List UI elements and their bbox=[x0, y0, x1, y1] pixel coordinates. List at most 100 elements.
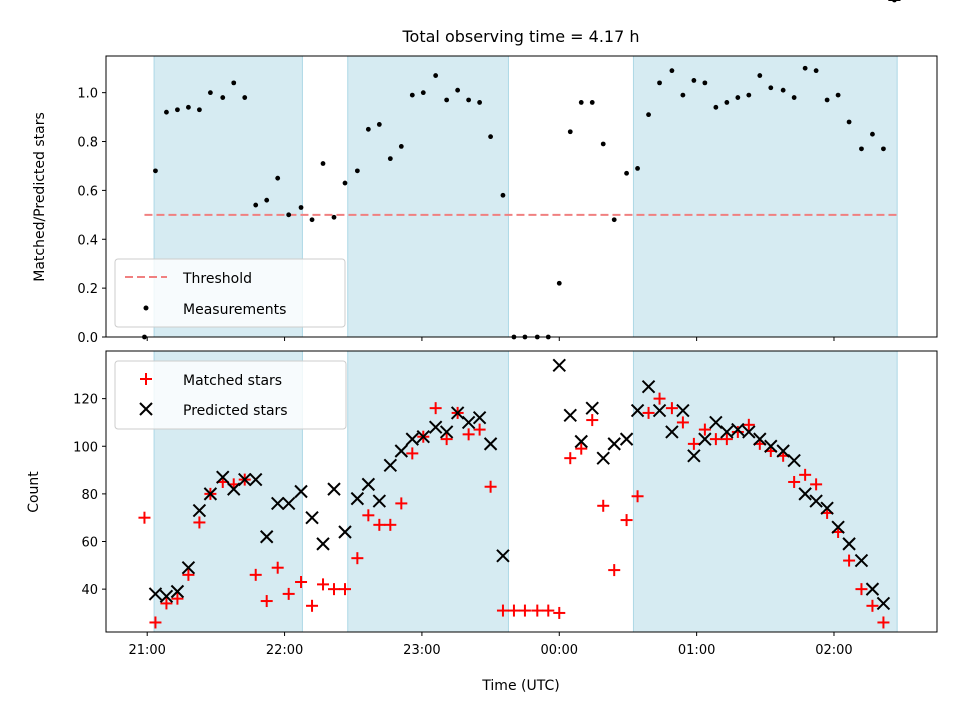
marker-stroke bbox=[820, 501, 834, 515]
predicted-star-point bbox=[383, 458, 398, 473]
matched-star-point bbox=[742, 418, 755, 431]
measurement-point bbox=[331, 214, 337, 220]
y-tick-label: 0.2 bbox=[77, 282, 98, 297]
measurement-point bbox=[220, 95, 226, 100]
matched-star-point bbox=[317, 578, 330, 591]
predicted-star-point bbox=[192, 503, 207, 518]
matched-star-point bbox=[866, 599, 879, 612]
legend-predicted-swatch bbox=[139, 402, 153, 416]
measurement-point bbox=[376, 122, 382, 127]
y-tick-label: 80 bbox=[81, 488, 98, 503]
measurement-point bbox=[186, 104, 191, 110]
measurement-point bbox=[286, 212, 292, 218]
x-tick-label: 02:00 bbox=[815, 643, 852, 658]
measurement-point bbox=[320, 161, 326, 166]
marker-stroke bbox=[753, 432, 767, 446]
matched-star-point bbox=[642, 406, 655, 419]
predicted-star-point bbox=[731, 422, 745, 437]
predicted-star-point bbox=[338, 525, 352, 539]
marker-stroke bbox=[405, 432, 420, 446]
predicted-star-point bbox=[461, 415, 476, 430]
predicted-star-point bbox=[676, 403, 690, 418]
marker-stroke bbox=[270, 496, 285, 511]
measurement-point bbox=[354, 168, 360, 174]
marker-stroke bbox=[776, 444, 790, 458]
marker-stroke bbox=[327, 482, 341, 496]
marker-stroke bbox=[483, 437, 498, 451]
measurement-point bbox=[870, 131, 875, 137]
predicted-star-point bbox=[316, 537, 330, 551]
predicted-star-point bbox=[641, 380, 656, 394]
predicted-star-point bbox=[483, 437, 498, 451]
marker-stroke bbox=[585, 401, 599, 415]
predicted-star-point bbox=[764, 439, 778, 453]
measurement-point bbox=[275, 175, 281, 181]
marker-stroke bbox=[372, 494, 387, 508]
matched-star-point bbox=[507, 604, 520, 617]
predicted-star-point bbox=[416, 430, 430, 444]
matched-star-point bbox=[182, 568, 195, 581]
marker-stroke bbox=[472, 410, 487, 425]
predicted-star-point bbox=[294, 484, 308, 499]
predicted-star-point bbox=[596, 451, 610, 465]
marker-stroke bbox=[227, 482, 241, 496]
predicted-star-point bbox=[607, 437, 621, 451]
matched-star-point bbox=[608, 564, 621, 577]
measurement-point bbox=[433, 73, 439, 78]
matched-star-point bbox=[687, 437, 700, 450]
y-tick-label: 120 bbox=[73, 393, 98, 408]
measurement-point bbox=[556, 280, 562, 286]
measurement-point bbox=[420, 90, 426, 96]
marker-stroke bbox=[238, 472, 252, 487]
marker-stroke bbox=[338, 525, 352, 539]
marker-stroke bbox=[563, 408, 577, 423]
measurement-point bbox=[735, 95, 741, 100]
measurement-point bbox=[713, 104, 719, 110]
marker-stroke bbox=[831, 520, 845, 534]
matched-star-point bbox=[306, 599, 319, 612]
shaded-span bbox=[347, 350, 509, 633]
measurement-point bbox=[488, 134, 493, 140]
measurement-point bbox=[589, 100, 595, 105]
ratio-panel: 0.0 0.2 0.4 0.6 0.8 1.0 Matched/Predicted sta… bbox=[32, 0, 938, 346]
matched-star-point bbox=[462, 428, 475, 441]
measurement-point bbox=[455, 87, 461, 93]
matched-star-point bbox=[843, 554, 856, 567]
top-legend-box bbox=[114, 258, 346, 328]
matched-star-point bbox=[384, 518, 397, 531]
matched-star-point bbox=[373, 518, 386, 531]
measurement-point bbox=[791, 95, 797, 100]
predicted-star-point bbox=[687, 449, 701, 463]
marker-stroke bbox=[305, 510, 319, 525]
legend-matched-swatch bbox=[140, 373, 152, 385]
top-legend: Threshold Measurements bbox=[114, 258, 346, 328]
marker-stroke bbox=[731, 422, 745, 437]
matched-star-point bbox=[731, 425, 744, 438]
matched-star-point bbox=[440, 433, 453, 446]
matched-star-point bbox=[586, 414, 599, 427]
measurement-point bbox=[309, 217, 315, 223]
predicted-star-point bbox=[753, 432, 767, 446]
marker-stroke bbox=[316, 537, 330, 551]
marker-stroke bbox=[676, 403, 690, 418]
measurement-point bbox=[646, 112, 651, 118]
matched-star-point bbox=[676, 416, 689, 429]
predicted-star-point bbox=[552, 358, 566, 372]
legend-predicted-label: Predicted stars bbox=[183, 403, 288, 419]
predicted-star-point bbox=[472, 410, 487, 425]
y-tick-label: 0.6 bbox=[77, 184, 98, 199]
measurement-point bbox=[859, 146, 864, 152]
x-axis-label: Time (UTC) bbox=[481, 678, 559, 694]
marker-stroke bbox=[383, 458, 398, 473]
predicted-star-point bbox=[428, 420, 443, 434]
predicted-star-point bbox=[305, 510, 319, 525]
matched-star-point bbox=[271, 561, 284, 574]
matched-star-point bbox=[799, 468, 812, 481]
matched-star-point bbox=[160, 597, 173, 610]
measurement-point bbox=[207, 90, 213, 96]
matched-star-point bbox=[653, 392, 666, 405]
marker-stroke bbox=[809, 494, 823, 508]
predicted-star-point bbox=[394, 444, 409, 458]
marker-stroke bbox=[698, 432, 712, 446]
matched-star-point bbox=[810, 478, 823, 491]
